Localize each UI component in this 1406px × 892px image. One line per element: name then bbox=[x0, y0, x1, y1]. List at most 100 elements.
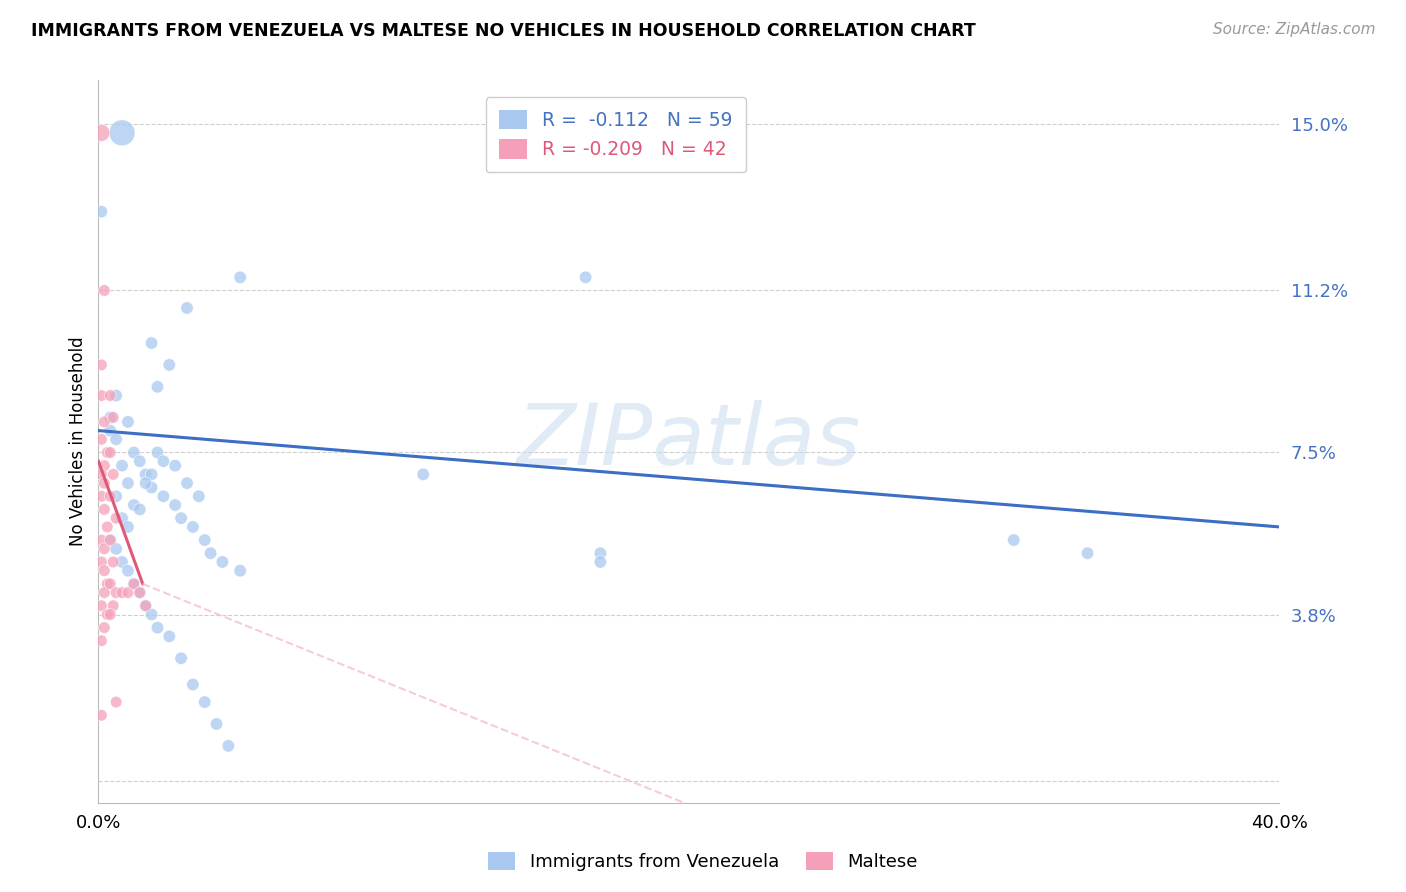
Point bbox=[128, 454, 150, 468]
Point bbox=[128, 585, 150, 599]
Point bbox=[98, 388, 121, 402]
Point bbox=[135, 476, 157, 491]
Point bbox=[90, 708, 112, 723]
Point bbox=[135, 467, 157, 482]
Point bbox=[90, 599, 112, 613]
Point bbox=[93, 564, 115, 578]
Point bbox=[181, 677, 204, 691]
Point bbox=[103, 599, 125, 613]
Legend: R =  -0.112   N = 59, R = -0.209   N = 42: R = -0.112 N = 59, R = -0.209 N = 42 bbox=[485, 97, 745, 172]
Point bbox=[90, 633, 112, 648]
Point bbox=[111, 458, 134, 473]
Point bbox=[165, 498, 187, 512]
Point bbox=[111, 555, 134, 569]
Point bbox=[135, 599, 157, 613]
Point bbox=[93, 502, 115, 516]
Point bbox=[194, 695, 217, 709]
Point bbox=[122, 577, 145, 591]
Point bbox=[105, 541, 128, 556]
Point bbox=[217, 739, 239, 753]
Point bbox=[1002, 533, 1025, 547]
Point bbox=[93, 541, 115, 556]
Point bbox=[103, 467, 125, 482]
Point bbox=[93, 284, 115, 298]
Legend: Immigrants from Venezuela, Maltese: Immigrants from Venezuela, Maltese bbox=[481, 845, 925, 879]
Point bbox=[105, 585, 128, 599]
Point bbox=[146, 380, 169, 394]
Point bbox=[98, 424, 121, 438]
Point bbox=[128, 502, 150, 516]
Y-axis label: No Vehicles in Household: No Vehicles in Household bbox=[69, 336, 87, 547]
Point bbox=[146, 445, 169, 459]
Point bbox=[211, 555, 233, 569]
Point bbox=[165, 458, 187, 473]
Point bbox=[98, 410, 121, 425]
Point bbox=[181, 520, 204, 534]
Point bbox=[146, 621, 169, 635]
Point bbox=[141, 336, 163, 351]
Point bbox=[111, 511, 134, 525]
Point bbox=[117, 520, 139, 534]
Point bbox=[90, 204, 112, 219]
Point bbox=[96, 607, 118, 622]
Point bbox=[412, 467, 434, 482]
Point bbox=[589, 555, 612, 569]
Point bbox=[152, 454, 174, 468]
Point bbox=[98, 533, 121, 547]
Point bbox=[98, 577, 121, 591]
Point bbox=[1077, 546, 1099, 560]
Point bbox=[122, 445, 145, 459]
Point bbox=[205, 717, 228, 731]
Point bbox=[135, 599, 157, 613]
Point bbox=[93, 458, 115, 473]
Point bbox=[105, 433, 128, 447]
Point bbox=[105, 388, 128, 402]
Point bbox=[122, 577, 145, 591]
Point bbox=[98, 445, 121, 459]
Point bbox=[200, 546, 222, 560]
Point bbox=[105, 695, 128, 709]
Point bbox=[117, 585, 139, 599]
Point bbox=[141, 607, 163, 622]
Point bbox=[105, 511, 128, 525]
Point bbox=[93, 621, 115, 635]
Point bbox=[229, 270, 252, 285]
Point bbox=[105, 489, 128, 503]
Point bbox=[157, 629, 180, 643]
Point bbox=[96, 520, 118, 534]
Point bbox=[122, 498, 145, 512]
Point bbox=[103, 555, 125, 569]
Point bbox=[170, 651, 193, 665]
Point bbox=[98, 607, 121, 622]
Point bbox=[96, 577, 118, 591]
Point bbox=[170, 511, 193, 525]
Point bbox=[141, 481, 163, 495]
Text: Source: ZipAtlas.com: Source: ZipAtlas.com bbox=[1212, 22, 1375, 37]
Point bbox=[117, 564, 139, 578]
Point bbox=[128, 585, 150, 599]
Point bbox=[229, 564, 252, 578]
Text: ZIPatlas: ZIPatlas bbox=[517, 400, 860, 483]
Point bbox=[111, 585, 134, 599]
Point bbox=[103, 410, 125, 425]
Point bbox=[575, 270, 598, 285]
Point bbox=[589, 546, 612, 560]
Point bbox=[90, 555, 112, 569]
Point bbox=[194, 533, 217, 547]
Point bbox=[98, 533, 121, 547]
Point bbox=[93, 415, 115, 429]
Point bbox=[90, 489, 112, 503]
Point bbox=[176, 301, 198, 315]
Point bbox=[90, 467, 112, 482]
Point bbox=[111, 126, 134, 140]
Point bbox=[96, 445, 118, 459]
Point bbox=[187, 489, 209, 503]
Text: IMMIGRANTS FROM VENEZUELA VS MALTESE NO VEHICLES IN HOUSEHOLD CORRELATION CHART: IMMIGRANTS FROM VENEZUELA VS MALTESE NO … bbox=[31, 22, 976, 40]
Point bbox=[93, 476, 115, 491]
Point bbox=[90, 433, 112, 447]
Point bbox=[90, 388, 112, 402]
Point bbox=[90, 533, 112, 547]
Point bbox=[117, 476, 139, 491]
Point bbox=[90, 126, 112, 140]
Point bbox=[157, 358, 180, 372]
